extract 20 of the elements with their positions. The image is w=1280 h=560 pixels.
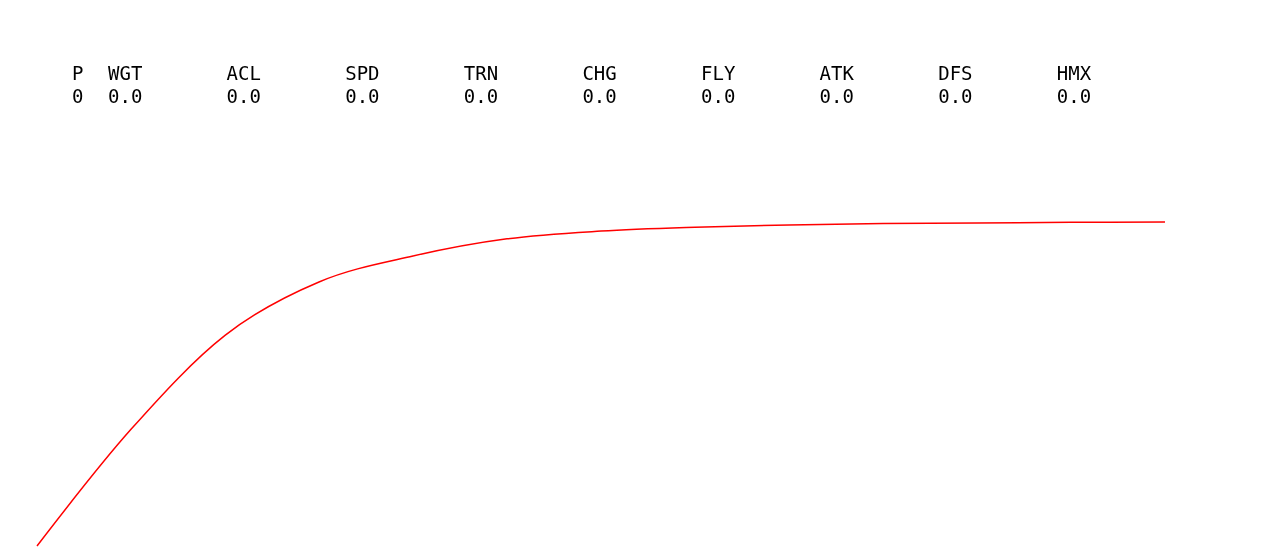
- text: 0.0: [701, 85, 736, 107]
- text: 0: [72, 85, 84, 107]
- text: P: [72, 62, 84, 84]
- text: 0.0: [226, 85, 261, 107]
- text: FLY: [701, 62, 736, 84]
- text: WGT: [108, 62, 143, 84]
- text: 0.0: [108, 85, 143, 107]
- text: HMX: [1056, 62, 1092, 84]
- text: CHG: [582, 62, 617, 84]
- text: DFS: [938, 62, 973, 84]
- text: SPD: [345, 62, 380, 84]
- text: 0.0: [1056, 85, 1092, 107]
- text: ACL: [226, 62, 261, 84]
- text: 0.0: [463, 85, 499, 107]
- text: 0.0: [345, 85, 380, 107]
- text: 0.0: [938, 85, 973, 107]
- text: TRN: [463, 62, 499, 84]
- text: 0.0: [819, 85, 854, 107]
- text: 0.0: [582, 85, 617, 107]
- text: ATK: [819, 62, 855, 84]
